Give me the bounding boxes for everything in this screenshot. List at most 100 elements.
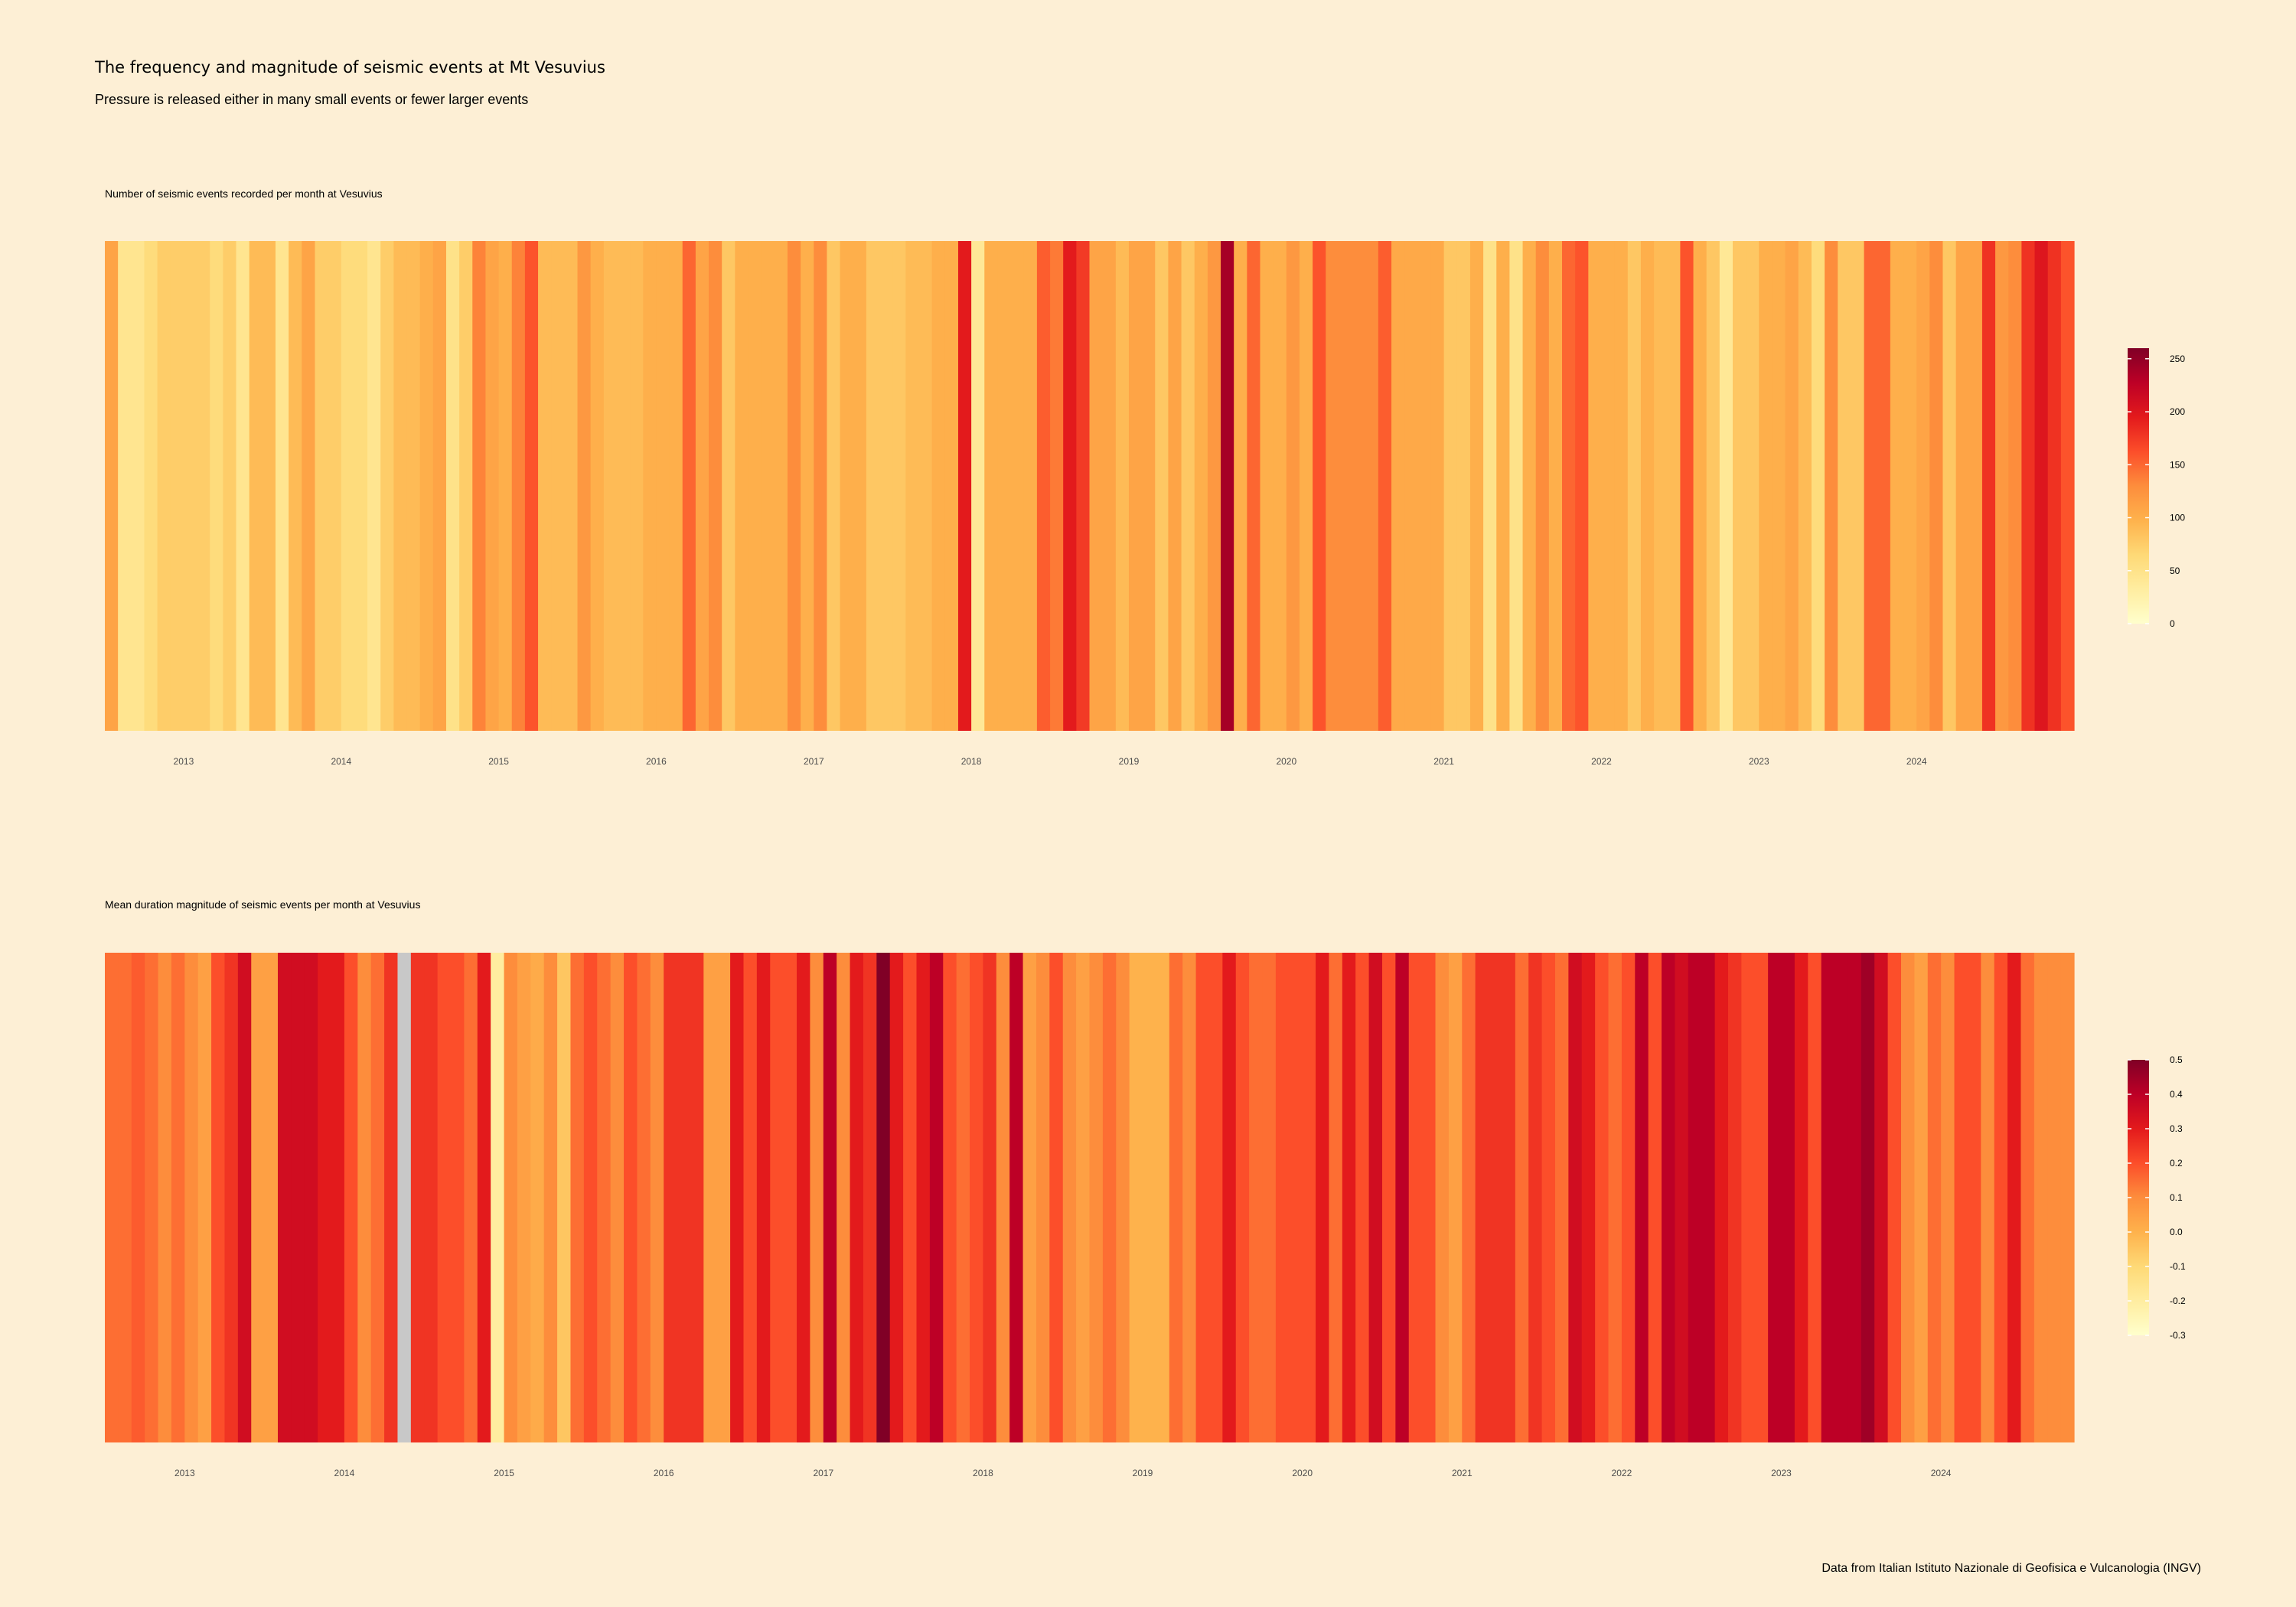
x-tick-label: 2019 [1119, 756, 1140, 767]
month-stripe [1706, 241, 1720, 731]
legend-tick-label: 200 [2170, 406, 2185, 417]
x-tick-label: 2014 [334, 1468, 355, 1478]
month-stripe [1877, 241, 1891, 731]
month-stripe [145, 953, 159, 1442]
month-stripe [903, 953, 918, 1442]
month-stripe [1262, 953, 1277, 1442]
month-stripe [451, 953, 465, 1442]
month-stripe [1914, 953, 1929, 1442]
month-stripe [1502, 953, 1516, 1442]
month-stripe [1794, 953, 1808, 1442]
month-stripe [1156, 953, 1170, 1442]
month-stripe [170, 241, 184, 731]
month-stripe [2034, 241, 2049, 731]
month-stripe [144, 241, 158, 731]
month-stripe [397, 953, 412, 1442]
month-stripe [690, 953, 704, 1442]
month-stripe [1260, 241, 1274, 731]
panel-title-mean-magnitude: Mean duration magnitude of seismic event… [105, 898, 421, 911]
month-stripe [1408, 953, 1423, 1442]
month-stripe [2007, 953, 2022, 1442]
month-stripe [916, 953, 931, 1442]
month-stripe [837, 953, 851, 1442]
month-stripe [814, 241, 828, 731]
month-stripe [756, 953, 771, 1442]
month-stripe [543, 953, 558, 1442]
x-tick-label: 2015 [488, 756, 509, 767]
x-tick-label: 2019 [1133, 1468, 1153, 1478]
month-stripe [1781, 953, 1795, 1442]
month-stripe [743, 953, 758, 1442]
x-tick-label: 2014 [331, 756, 351, 767]
month-stripe [1575, 241, 1589, 731]
month-stripe [1289, 953, 1303, 1442]
month-stripe [2033, 953, 2048, 1442]
month-stripe [1522, 241, 1537, 731]
month-stripe [1733, 241, 1746, 731]
month-stripe [1562, 241, 1576, 731]
month-stripe [275, 241, 289, 731]
month-stripe [1430, 241, 1445, 731]
month-stripe [1208, 953, 1223, 1442]
month-stripe [1614, 241, 1629, 731]
month-stripe [2060, 241, 2075, 731]
month-stripe [630, 241, 644, 731]
month-stripe [1535, 241, 1550, 731]
month-stripe [1475, 953, 1489, 1442]
month-stripe [770, 953, 784, 1442]
month-stripe [695, 241, 709, 731]
month-stripe [157, 241, 171, 731]
month-stripe [1182, 953, 1197, 1442]
month-stripe [419, 241, 434, 731]
month-stripe [1714, 953, 1729, 1442]
month-stripe [1981, 953, 1995, 1442]
month-stripe [1808, 953, 1822, 1442]
month-stripe [801, 241, 814, 731]
month-stripe [810, 953, 824, 1442]
month-stripe [424, 953, 439, 1442]
month-stripe [892, 241, 906, 731]
month-stripe [1654, 241, 1668, 731]
legend-tick-label: 0.4 [2170, 1089, 2183, 1100]
month-stripe [1719, 241, 1733, 731]
month-stripe [603, 241, 618, 731]
month-stripe [944, 241, 959, 731]
x-tick-label: 2022 [1612, 1468, 1632, 1478]
month-stripe [251, 953, 266, 1442]
month-stripe [1102, 241, 1117, 731]
month-stripe [783, 953, 797, 1442]
month-stripe [879, 241, 893, 731]
month-stripe [249, 241, 263, 731]
month-stripe [1435, 953, 1450, 1442]
month-stripe [1352, 241, 1366, 731]
month-stripe [590, 241, 605, 731]
month-stripe [1864, 241, 1878, 731]
month-stripe [1339, 241, 1353, 731]
month-stripe [1049, 953, 1064, 1442]
month-stripe [472, 241, 487, 731]
month-stripe [1089, 241, 1104, 731]
month-stripe [1155, 241, 1169, 731]
month-stripe [1680, 241, 1694, 731]
legend-tick-label: 100 [2170, 513, 2185, 523]
month-stripe [302, 241, 316, 731]
month-stripe [624, 953, 638, 1442]
month-stripe [827, 241, 841, 731]
month-stripe [210, 241, 223, 731]
month-stripe [1462, 953, 1476, 1442]
month-stripe [1601, 241, 1616, 731]
month-stripe [1675, 953, 1689, 1442]
month-stripe [1128, 241, 1143, 731]
x-tick-label: 2023 [1749, 756, 1769, 767]
month-stripe [1768, 953, 1782, 1442]
month-stripe [1391, 241, 1405, 731]
legend-tick-label: 0.5 [2170, 1054, 2183, 1065]
month-stripe [1009, 953, 1024, 1442]
month-stripe [1342, 953, 1356, 1442]
month-stripe [118, 241, 132, 731]
month-stripe [1981, 241, 1996, 731]
legend-tick-label: 50 [2170, 566, 2180, 576]
month-stripe [840, 241, 854, 731]
legend-tick-label: -0.2 [2170, 1296, 2186, 1306]
month-stripe [406, 241, 421, 731]
